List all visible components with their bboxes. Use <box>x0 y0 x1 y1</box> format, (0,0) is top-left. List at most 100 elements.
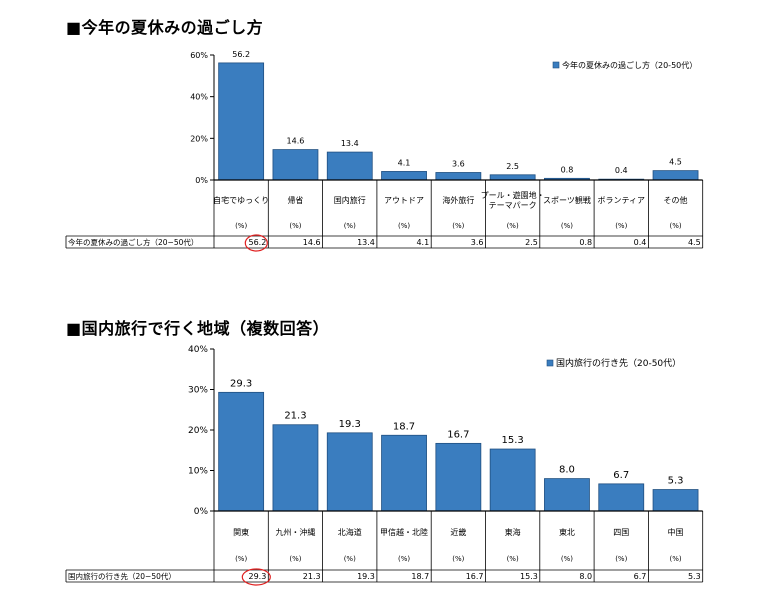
chart1-unit-label: (%) <box>289 222 301 230</box>
chart1-table-value: 13.4 <box>357 238 375 247</box>
chart2-unit-label: (%) <box>669 555 681 563</box>
chart2-table-value: 8.0 <box>579 572 592 581</box>
chart1-bar <box>218 62 265 181</box>
chart2-category-label: 九州・沖縄 <box>275 527 315 537</box>
chart2-bar <box>652 489 699 512</box>
chart2-unit-label: (%) <box>507 555 519 563</box>
chart1-table-value: 56.2 <box>248 238 266 247</box>
chart1-category-label: プール・遊園地・ <box>481 190 545 200</box>
chart2-unit-label: (%) <box>398 555 410 563</box>
chart1-title: ■今年の夏休みの過ごし方 <box>66 18 264 37</box>
chart1-data-label: 3.6 <box>452 160 465 169</box>
chart2-data-label: 8.0 <box>559 465 575 476</box>
chart1-data-label: 2.5 <box>506 162 519 171</box>
chart2-data-label: 16.7 <box>447 429 469 440</box>
chart1-legend-swatch <box>552 61 560 69</box>
chart2-table-value: 5.3 <box>688 572 701 581</box>
chart2-unit-label: (%) <box>289 555 301 563</box>
chart1-table-value: 2.5 <box>525 238 538 247</box>
chart2-y-tick-label: 10% <box>188 467 208 477</box>
chart2-unit-label: (%) <box>615 555 627 563</box>
chart1-data-label: 4.5 <box>669 158 682 167</box>
chart2-table-value: 29.3 <box>248 572 266 581</box>
chart2-highlight-circle <box>241 568 271 586</box>
chart1-y-tick-label: 40% <box>190 93 208 102</box>
chart2-data-label: 5.3 <box>668 476 684 487</box>
chart1-category-label: 国内旅行 <box>334 195 366 205</box>
chart2-table-value: 16.7 <box>466 572 484 581</box>
chart2-category-label: 関東 <box>233 527 249 537</box>
chart2-category-label: 近畿 <box>450 527 466 537</box>
chart2-category-label: 北海道 <box>338 527 362 537</box>
chart1-unit-label: (%) <box>507 222 519 230</box>
chart1-table-value: 14.6 <box>303 238 321 247</box>
chart1-category-label: 海外旅行 <box>442 195 474 205</box>
chart2-bar <box>435 442 482 512</box>
chart1-unit-label: (%) <box>452 222 464 230</box>
chart2-unit-label: (%) <box>452 555 464 563</box>
chart1-highlight-circle <box>244 234 268 252</box>
chart2-category-label: 中国 <box>668 527 684 537</box>
chart2-category-label: 四国 <box>613 528 629 537</box>
chart2-row-label: 国内旅行の行き先（20−50代） <box>68 571 176 581</box>
chart1-y-tick-label: 0% <box>195 176 208 185</box>
chart1-table-value: 4.5 <box>688 238 701 247</box>
chart2-y-tick-label: 30% <box>188 386 208 396</box>
chart2-data-label: 19.3 <box>339 419 361 430</box>
chart1-table-value: 3.6 <box>471 238 484 247</box>
chart2-unit-label: (%) <box>235 555 247 563</box>
chart2-bar <box>218 391 265 512</box>
chart2-category-label: 東北 <box>559 527 575 537</box>
chart2-bar <box>381 434 427 512</box>
chart2-legend-swatch <box>546 359 554 367</box>
chart1-bar <box>652 170 699 181</box>
chart2-y-tick-label: 0% <box>194 507 209 517</box>
chart2-category-label: 東海 <box>505 527 521 537</box>
chart2-bar <box>326 432 373 512</box>
chart1-bar <box>435 172 482 181</box>
chart2-bar <box>272 424 319 512</box>
chart1-category-label: 自宅でゆっくり <box>213 195 269 205</box>
chart2-data-label: 21.3 <box>284 411 306 422</box>
chart2-table-value: 19.3 <box>357 572 375 581</box>
chart1-data-label: 56.2 <box>232 50 250 59</box>
chart1-data-label: 13.4 <box>341 139 359 148</box>
chart1-unit-label: (%) <box>398 222 410 230</box>
chart2-data-label: 18.7 <box>393 421 415 432</box>
chart1-table-value: 0.4 <box>634 238 647 247</box>
chart1-category-label: その他 <box>664 195 688 205</box>
chart2-table-value: 21.3 <box>303 572 321 581</box>
chart1-bar <box>272 149 319 181</box>
chart1-bar <box>489 174 536 181</box>
chart2-data-label: 29.3 <box>230 378 252 389</box>
chart1-data-label: 4.1 <box>398 158 411 167</box>
chart2-data-label: 15.3 <box>502 435 524 446</box>
chart1-category-label: アウトドア <box>384 196 424 205</box>
chart2-y-tick-label: 20% <box>188 426 208 436</box>
chart2-bar <box>544 478 590 512</box>
chart1-row-label: 今年の夏休みの過ごし方（20−50代） <box>68 237 198 247</box>
chart1-y-tick-label: 20% <box>190 134 208 143</box>
chart1-bar <box>381 171 427 181</box>
chart2-legend-label: 国内旅行の行き先（20-50代） <box>556 357 681 369</box>
chart2-category-label: 甲信越・北陸 <box>380 527 428 537</box>
chart1-category-label: テーマパーク <box>489 201 537 210</box>
chart1-unit-label: (%) <box>615 222 627 230</box>
chart1-table-value: 0.8 <box>579 238 592 247</box>
chart2-table-value: 6.7 <box>634 572 647 581</box>
chart1-category-label: 帰省 <box>287 195 303 205</box>
chart2-unit-label: (%) <box>344 555 356 563</box>
chart1-legend-label: 今年の夏休みの過ごし方（20-50代） <box>562 60 697 70</box>
chart1-category-label: スポーツ観戦 <box>543 195 591 205</box>
chart2-y-tick-label: 40% <box>188 345 208 355</box>
chart1-y-tick-label: 60% <box>190 51 208 60</box>
chart1-category-label: ボランティア <box>597 196 645 205</box>
chart2-title: ■国内旅行で行く地域（複数回答） <box>66 319 330 338</box>
chart2-bar <box>598 483 645 512</box>
chart2-data-label: 6.7 <box>613 470 629 481</box>
chart1-unit-label: (%) <box>235 222 247 230</box>
chart1-bar <box>326 151 373 181</box>
chart2-bar <box>489 448 536 512</box>
chart1-data-label: 0.4 <box>615 166 628 175</box>
